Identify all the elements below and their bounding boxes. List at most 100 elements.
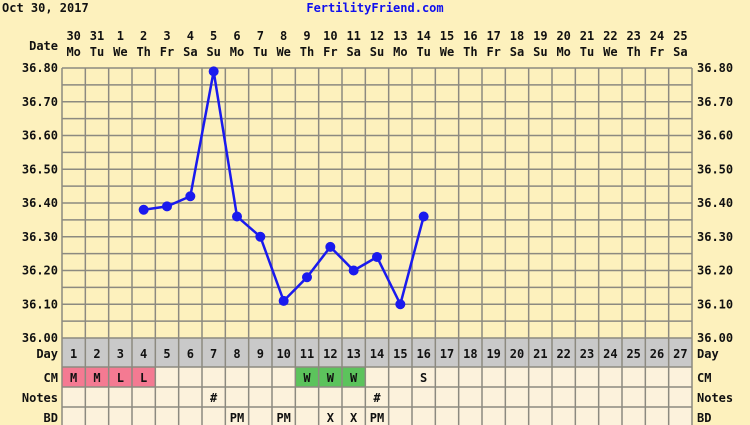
temperature-point [255,231,266,242]
bd-value: PM [276,411,290,425]
weekday-label: Su [533,45,547,59]
notes-cell [365,387,389,407]
temperature-point [278,295,289,306]
cycle-day-label: 11 [300,347,314,361]
notes-row-label-right: Notes [697,391,733,405]
bd-value: PM [230,411,244,425]
cm-cell [155,367,179,387]
day-cell [108,338,132,367]
day-cell [668,338,692,367]
day-cell [482,338,506,367]
notes-cell [622,387,646,407]
bd-cell [272,407,296,425]
y-tick-label-left: 36.30 [22,230,58,244]
weekday-label: Fr [486,45,500,59]
bd-cell [318,407,342,425]
date-tick-label: 8 [280,29,287,43]
fertilityfriend-link[interactable]: FertilityFriend.com [306,1,443,15]
date-tick-label: 7 [257,29,264,43]
day-cell [388,338,412,367]
notes-cell [412,387,436,407]
cm-cell [668,367,692,387]
cm-cell [505,367,529,387]
y-tick-label-right: 36.50 [697,162,733,176]
cm-cell [598,367,622,387]
cm-cell [575,367,599,387]
bd-cell [365,407,389,425]
notes-cell [598,387,622,407]
cm-value: S [420,371,427,385]
date-tick-label: 25 [673,29,687,43]
weekday-label: We [603,45,617,59]
notes-cell [342,387,366,407]
weekday-label: Mo [230,45,244,59]
bd-cell [178,407,202,425]
bd-cell [85,407,109,425]
notes-value: # [210,391,218,405]
weekday-label: Su [206,45,220,59]
cm-value: L [140,371,147,385]
date-tick-label: 9 [303,29,310,43]
day-cell [645,338,669,367]
cm-cell [622,367,646,387]
bd-cell [248,407,272,425]
bd-value: PM [370,411,384,425]
day-cell [342,338,366,367]
y-tick-label-right: 36.40 [697,196,733,210]
notes-cell [62,387,86,407]
day-cell [435,338,459,367]
day-cell [528,338,552,367]
bd-cell [505,407,529,425]
y-tick-label-right: 36.60 [697,129,733,143]
date-tick-label: 6 [233,29,240,43]
y-tick-label-left: 36.60 [22,129,58,143]
bd-cell [342,407,366,425]
temperature-point [325,241,336,252]
notes-cell [248,387,272,407]
bd-cell [155,407,179,425]
weekday-label: Mo [66,45,80,59]
cycle-day-label: 14 [370,347,384,361]
temperature-point [232,211,242,222]
y-tick-label-right: 36.00 [697,331,733,345]
cm-cell [62,367,86,387]
notes-cell [388,387,412,407]
weekday-label: Fr [323,45,337,59]
y-tick-label-left: 36.00 [22,331,58,345]
temperature-point [302,272,312,283]
day-cell [62,338,86,367]
weekday-label: Th [463,45,477,59]
weekday-label: Th [300,45,314,59]
bd-cell [225,407,249,425]
cycle-day-label: 4 [140,347,147,361]
day-cell [155,338,179,367]
cm-cell [178,367,202,387]
notes-cell [318,387,342,407]
cm-row-label-right: CM [697,371,711,385]
cm-value: L [117,371,124,385]
weekday-label: Mo [556,45,570,59]
bd-cell [668,407,692,425]
notes-cell [85,387,109,407]
date-tick-label: 11 [346,29,360,43]
cm-value: W [303,371,311,385]
day-cell [365,338,389,367]
day-cell [272,338,296,367]
date-tick-label: 13 [393,29,407,43]
cycle-day-label: 20 [510,347,524,361]
date-tick-label: 31 [90,29,104,43]
cycle-day-label: 5 [163,347,170,361]
cm-value: M [70,371,77,385]
cycle-day-label: 22 [556,347,570,361]
cycle-day-label: 17 [440,347,454,361]
weekday-label: Tu [253,45,267,59]
temperature-point [418,211,429,222]
weekday-label: Sa [510,45,524,59]
y-tick-label-left: 36.20 [22,264,58,278]
cm-value: W [327,371,335,385]
date-tick-label: 19 [533,29,547,43]
cm-cell [248,367,272,387]
temperature-point [162,201,172,212]
bd-cell [295,407,319,425]
